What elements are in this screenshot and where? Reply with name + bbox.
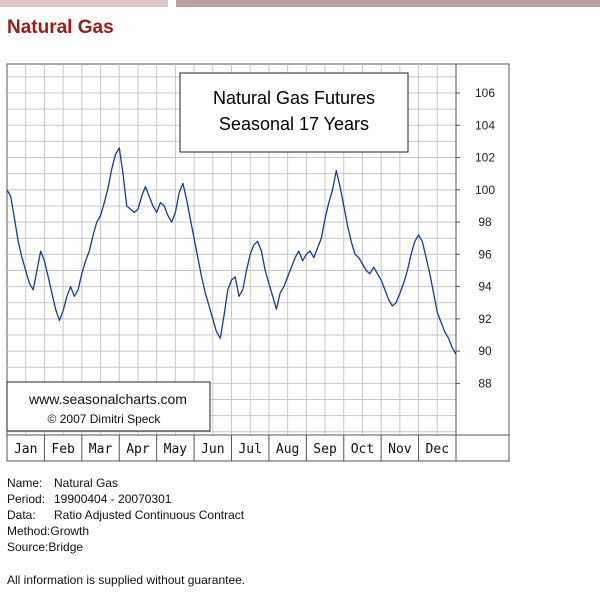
info-value: Natural Gas — [54, 476, 119, 490]
y-tick-label: 94 — [478, 280, 492, 294]
x-tick-label: Nov — [388, 442, 412, 457]
nav-tab-right[interactable] — [176, 0, 600, 7]
x-tick-label: Jan — [14, 442, 37, 457]
info-value: Ratio Adjusted Continuous Contract — [54, 508, 245, 522]
y-tick-label: 90 — [478, 344, 492, 358]
info-row-method: Method:Growth — [7, 524, 89, 538]
chart-title-box — [179, 72, 409, 153]
chart-title-line: Seasonal 17 Years — [219, 114, 369, 134]
info-value: Growth — [50, 524, 90, 538]
y-tick-label: 92 — [478, 312, 492, 326]
watermark-url: www.seasonalcharts.com — [28, 391, 187, 407]
nav-tab-left[interactable] — [0, 0, 168, 7]
watermark-box — [6, 381, 211, 432]
y-tick-label: 104 — [475, 118, 495, 132]
info-value: 19900404 - 20070301 — [54, 492, 172, 506]
info-value: Bridge — [48, 540, 84, 554]
info-row-name: Name: Natural Gas — [7, 476, 118, 490]
x-tick-label: Aug — [276, 442, 299, 457]
chart-title-line: Natural Gas Futures — [213, 88, 375, 108]
info-row-period: Period: 19900404 - 20070301 — [7, 492, 171, 506]
info-key: Source: — [7, 540, 49, 554]
x-tick-label: Jul — [238, 442, 261, 457]
info-key: Data: — [7, 508, 36, 522]
y-tick-label: 102 — [475, 151, 495, 165]
info-key: Name: — [7, 476, 43, 490]
top-nav-band — [0, 0, 600, 7]
x-tick-label: Sep — [313, 442, 337, 457]
y-tick-label: 106 — [475, 86, 495, 100]
y-tick-label: 98 — [478, 215, 492, 229]
info-key: Period: — [7, 492, 46, 506]
x-tick-label: Jun — [201, 442, 224, 457]
y-tick-label: 96 — [478, 247, 492, 261]
x-tick-label: Dec — [426, 442, 449, 457]
page-title: Natural Gas — [7, 17, 114, 38]
info-row-source: Source:Bridge — [7, 540, 83, 554]
watermark-copyright: © 2007 Dimitri Speck — [48, 412, 162, 426]
y-tick-label: 100 — [475, 183, 495, 197]
y-tick-label: 88 — [478, 376, 492, 390]
x-tick-label: Mar — [89, 442, 113, 457]
nav-tab-gap — [168, 0, 176, 7]
info-row-data: Data: Ratio Adjusted Continuous Contract — [7, 508, 244, 522]
seasonal-chart: 88 90 92 94 96 98 100 102 104 106 Jan Feb Mar Apr May J… — [6, 63, 510, 462]
disclaimer-text: All information is supplied without guar… — [7, 573, 246, 587]
x-tick-label: Feb — [51, 442, 75, 457]
series-line — [6, 147, 457, 355]
x-tick-label: Apr — [126, 442, 150, 457]
x-tick-label: May — [164, 442, 188, 457]
x-tick-label: Oct — [351, 442, 374, 457]
info-key: Method: — [7, 524, 51, 538]
